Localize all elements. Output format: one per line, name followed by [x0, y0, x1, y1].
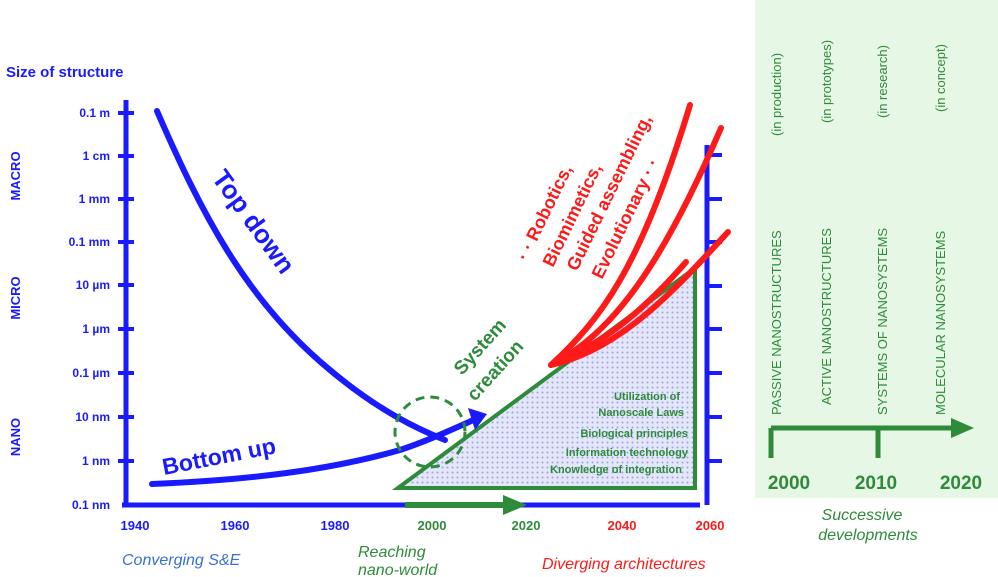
y-tick-label: 1 mm [79, 192, 110, 206]
y-ticks [118, 111, 134, 463]
y-axis-title: Size of structure [6, 64, 124, 81]
x-tick-labels: 1940 1960 1980 2000 2020 2040 2060 [121, 518, 725, 533]
diverging-curve [548, 102, 693, 368]
caption-diverging: Diverging architectures [542, 556, 706, 573]
diverging-curves [548, 102, 731, 368]
top-down-label: Top down [206, 164, 301, 279]
panel-timeline-arrow-head [951, 418, 974, 438]
y-tick-label: 1 cm [83, 149, 110, 163]
y-tick-label: 0.1 mm [69, 235, 110, 249]
triangle-text-line: Information technology [566, 447, 689, 459]
panel-column-status: (in concept) [933, 44, 948, 112]
panel-column-status: (in prototypes) [819, 40, 834, 123]
caption-reaching-line2: nano-world [358, 562, 438, 577]
bottom-up-label: Bottom up [160, 432, 278, 479]
panel-column-status: (in production) [769, 53, 784, 136]
bottom-up-curve [149, 415, 481, 487]
panel-timeline [768, 425, 955, 458]
panel-caption-line2: developments [818, 527, 918, 544]
triangle-text-line: Knowledge of integration [550, 464, 682, 476]
triangle-text-line: Nanoscale Laws [598, 407, 684, 419]
panel-column-status: (in research) [875, 45, 890, 118]
panel-year: 2000 [768, 473, 810, 494]
x-tick-label: 1980 [321, 518, 350, 533]
y-tick-label: 0.1 µm [72, 366, 110, 380]
panel-column-name: ACTIVE NANOSTRUCTURES [819, 228, 834, 405]
y-tick-label: 1 µm [82, 322, 110, 336]
y-tick-label: 1 nm [82, 454, 110, 468]
y-tick-labels: 0.1 m 1 cm 1 mm 0.1 mm 10 µm 1 µm 0.1 µm… [69, 106, 110, 512]
panel-column-name: PASSIVE NANOSTRUCTURES [769, 230, 784, 415]
diverging-curve [548, 259, 689, 368]
panel-year: 2020 [940, 473, 982, 494]
convergence-circle [393, 395, 467, 469]
x-tick-label: 2020 [512, 518, 541, 533]
panel-caption-line1: Successive [822, 507, 903, 524]
region-label-micro: MICRO [8, 276, 23, 319]
caption-converging: Converging S&E [122, 552, 241, 569]
y-tick-label: 0.1 m [79, 106, 110, 120]
reaching-arrow-head [503, 495, 527, 515]
diverging-curve [548, 229, 731, 368]
side-panel-background [755, 0, 998, 498]
right-axis [704, 145, 722, 505]
y-tick-label: 0.1 nm [72, 498, 110, 512]
region-label-nano: NANO [8, 418, 23, 456]
x-tick-label: 2040 [608, 518, 637, 533]
bottom-up-arrow-head [468, 408, 487, 430]
x-tick-label: 1940 [121, 518, 150, 533]
triangle-text-line: Utilization of [614, 391, 680, 403]
triangle-text-line: Biological principles [580, 428, 688, 440]
top-down-curve [154, 108, 448, 443]
panel-column-name: MOLECULAR NANOSYSTEMS [933, 230, 948, 415]
x-tick-label: 1960 [221, 518, 250, 533]
y-tick-label: 10 µm [76, 278, 110, 292]
panel-column-name: SYSTEMS OF NANOSYSTEMS [875, 228, 890, 415]
x-tick-label: 2000 [418, 518, 447, 533]
caption-reaching-line1: Reaching [358, 544, 426, 561]
y-tick-label: 10 nm [75, 410, 110, 424]
panel-year: 2010 [855, 473, 897, 494]
x-tick-label: 2060 [696, 518, 725, 533]
region-label-macro: MACRO [8, 151, 23, 200]
